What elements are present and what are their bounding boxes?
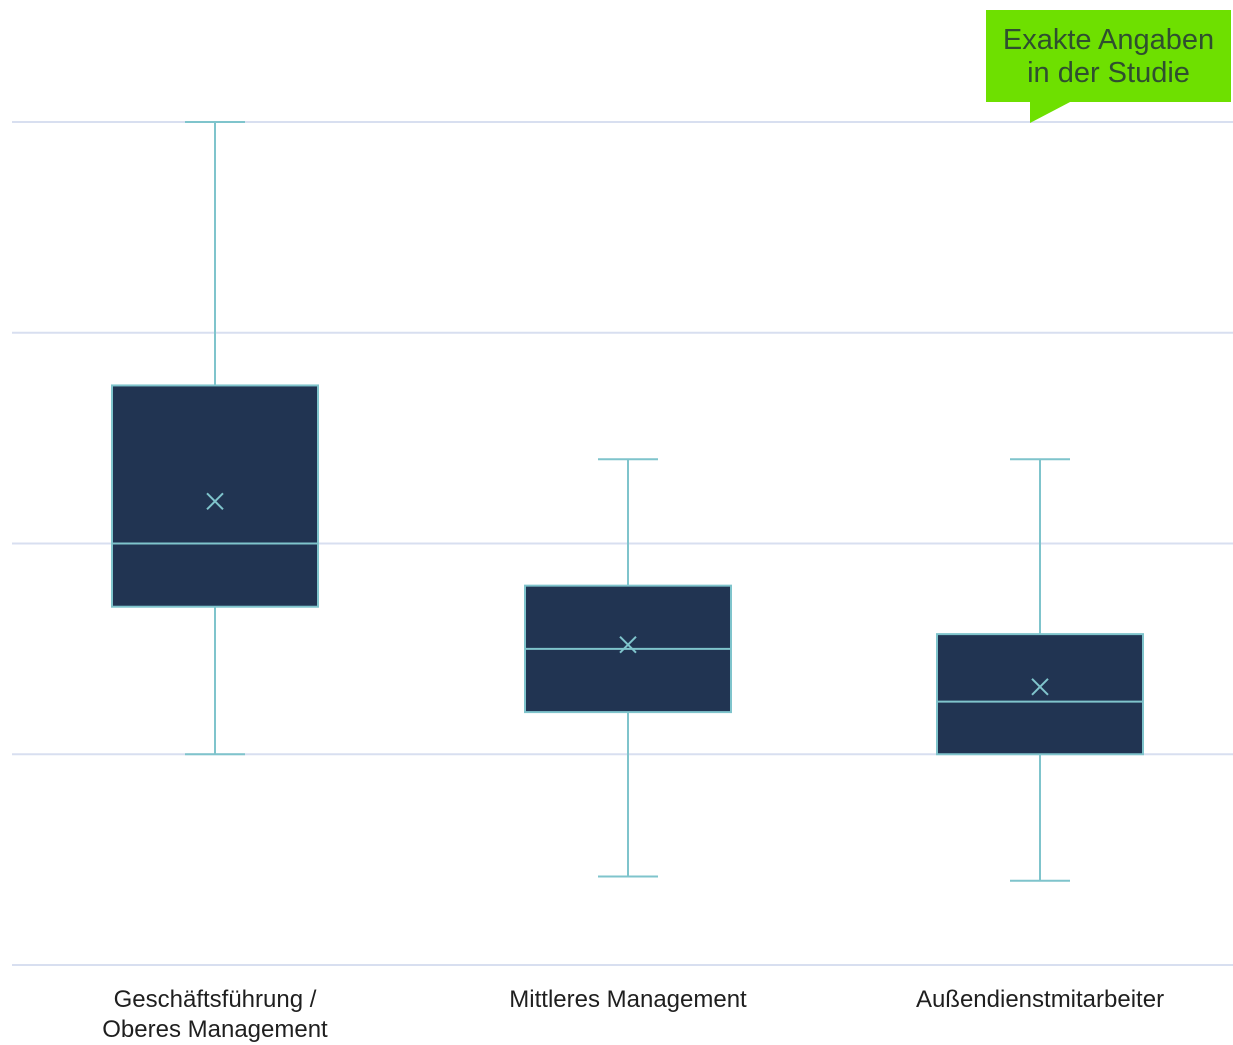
- box-group: [524, 458, 732, 878]
- box-iqr: [936, 633, 1144, 756]
- box-group: [111, 121, 319, 756]
- category-label-line: Mittleres Management: [509, 986, 747, 1013]
- category-label-management: Geschäftsführung / Oberes Management: [35, 985, 395, 1045]
- category-label-field-staff: Außendienstmitarbeiter: [860, 985, 1220, 1015]
- category-label-middle-management: Mittleres Management: [448, 985, 808, 1015]
- category-label-line: Außendienstmitarbeiter: [915, 986, 1165, 1013]
- callout-line-2: in der Studie: [1027, 57, 1190, 89]
- category-label-line: Oberes Management: [102, 1016, 328, 1043]
- box-iqr: [111, 384, 319, 608]
- study-callout: Exakte Angaben in der Studie: [986, 10, 1231, 102]
- mean-marker: [619, 635, 637, 654]
- mean-marker: [1031, 678, 1049, 696]
- mean-marker: [206, 492, 224, 511]
- callout-pointer: [1030, 101, 1072, 123]
- box-group: [936, 458, 1144, 882]
- category-label-line: Geschäftsführung /: [113, 986, 317, 1013]
- callout-line-1: Exakte Angaben: [1002, 24, 1215, 56]
- box-plots: [111, 121, 1144, 882]
